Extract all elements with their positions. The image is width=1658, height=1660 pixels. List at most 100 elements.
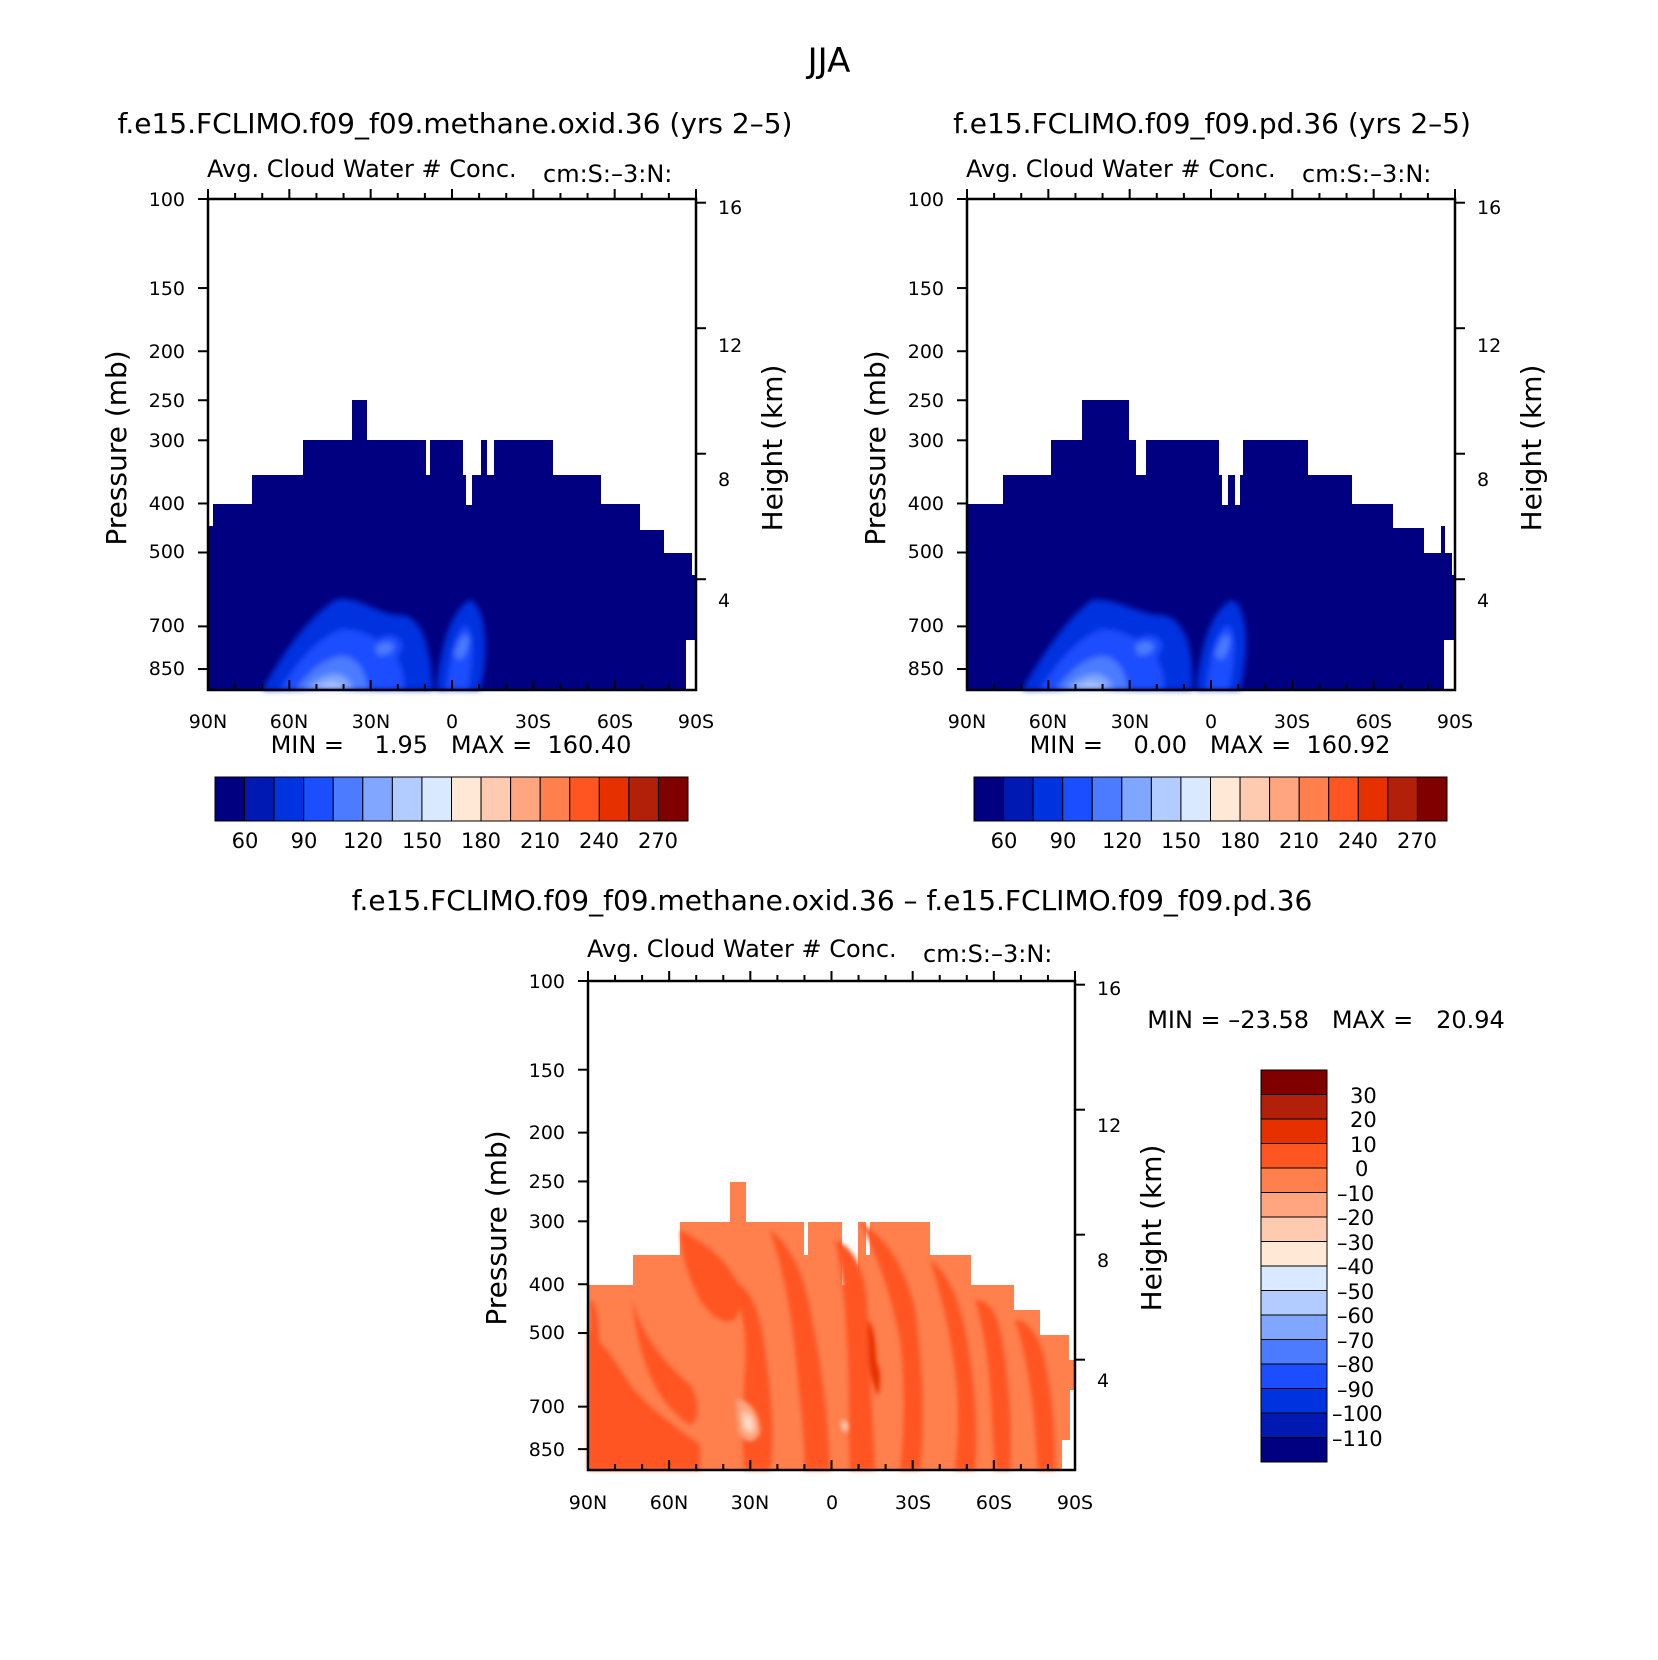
panel-1-y-tick-label: 200 <box>149 341 185 363</box>
colorbar-box <box>1121 776 1152 822</box>
panel-1-y-tick-label: 150 <box>149 278 185 300</box>
panel-1-left-ticks <box>198 198 208 671</box>
figure-title: JJA <box>806 41 851 81</box>
panel-2-colorbar-label: 210 <box>1279 829 1319 853</box>
panel-2-annotation: cm:S:–3:N: <box>1302 160 1431 188</box>
colorbar-box <box>1062 776 1093 822</box>
panel-2-stats: MIN = 0.00 MAX = 160.92 <box>1030 731 1391 759</box>
panel-3-subtitle: Avg. Cloud Water # Conc. <box>587 935 897 963</box>
panel-1-colorbar-label: 210 <box>520 829 560 853</box>
colorbar-box <box>1260 1118 1328 1144</box>
colorbar-box <box>1260 1094 1328 1120</box>
panel-2-x-tick-label: 90S <box>1437 711 1473 733</box>
panel-1-y-axis-label: Pressure (mb) <box>100 350 133 545</box>
panel-3-right-tick-label: 4 <box>1097 1370 1109 1392</box>
colorbar-box <box>1260 1192 1328 1218</box>
panel-2-y-tick-label: 100 <box>908 189 944 211</box>
panel-3-colorbar-label: –100 <box>1332 1402 1383 1426</box>
colorbar-box <box>539 776 571 822</box>
panel-3-colorbar-label: –30 <box>1337 1231 1374 1255</box>
colorbar-box <box>480 776 512 822</box>
panel-3-right-tick-label: 8 <box>1097 1250 1109 1272</box>
panel-2-colorbar-label: 150 <box>1161 829 1201 853</box>
colorbar-box <box>1260 1412 1328 1438</box>
colorbar-box <box>1357 776 1389 822</box>
panel-3-stats: MIN = –23.58 MAX = 20.94 <box>1147 1006 1505 1034</box>
panel-2-title: f.e15.FCLIMO.f09_f09.pd.36 (yrs 2–5) <box>953 107 1471 140</box>
panel-3-x-tick-label: 0 <box>826 1492 838 1514</box>
colorbar-box <box>1150 776 1182 822</box>
panel-1-right-tick-label: 12 <box>718 335 742 357</box>
panel-2: f.e15.FCLIMO.f09_f09.pd.36 (yrs 2–5) Avg… <box>859 107 1548 853</box>
panel-2-right-tick-label: 4 <box>1477 590 1489 612</box>
panel-1-x-tick-label: 0 <box>446 711 458 733</box>
panel-2-subtitle: Avg. Cloud Water # Conc. <box>966 155 1276 183</box>
panel-3-y-tick-label: 100 <box>529 971 565 993</box>
panel-2-colorbar-label: 180 <box>1220 829 1260 853</box>
panel-2-colorbar-label: 270 <box>1397 829 1437 853</box>
panel-1-right-tick-label: 4 <box>718 590 730 612</box>
panel-1-colorbar-label: 180 <box>461 829 501 853</box>
panel-3-x-ticks <box>587 971 1076 1470</box>
colorbar-box <box>1260 1069 1328 1095</box>
panel-3-x-tick-label: 60S <box>976 1492 1012 1514</box>
colorbar-box <box>628 776 659 822</box>
colorbar-box <box>510 776 541 822</box>
panel-3-right-tick-label: 12 <box>1097 1115 1121 1137</box>
panel-1-x-tick-label: 90N <box>189 711 227 733</box>
panel-2-low-value-blobs <box>1022 599 1246 690</box>
panel-1-y-tick-label: 100 <box>149 189 185 211</box>
colorbar-box <box>1328 776 1359 822</box>
panel-3-annotation: cm:S:–3:N: <box>923 940 1052 968</box>
panel-3-right-tick-label: 16 <box>1097 978 1121 1000</box>
colorbar-box <box>1260 1143 1328 1169</box>
panel-3-colorbar-label: –90 <box>1337 1378 1374 1402</box>
colorbar-box <box>273 776 305 822</box>
colorbar-box <box>973 776 1005 822</box>
panel-3-colorbar-label: –60 <box>1337 1304 1374 1328</box>
panel-2-right-ticks <box>1455 201 1465 581</box>
colorbar-box <box>1260 1314 1328 1340</box>
panel-2-x-tick-label: 30N <box>1111 711 1149 733</box>
panel-2-y-tick-label: 250 <box>908 390 944 412</box>
panel-2-y-tick-label: 400 <box>908 493 944 515</box>
panel-1-colorbar-label: 120 <box>343 829 383 853</box>
panel-1-colorbar-label: 150 <box>402 829 442 853</box>
panel-2-y-tick-label: 200 <box>908 341 944 363</box>
colorbar-box <box>1416 776 1448 822</box>
panel-3-colorbar-label: 30 <box>1350 1084 1377 1108</box>
panel-2-y-tick-label: 150 <box>908 278 944 300</box>
panel-2-colorbar-label: 60 <box>991 829 1018 853</box>
panel-3-y-tick-label: 500 <box>529 1322 565 1344</box>
panel-2-right-tick-label: 8 <box>1477 469 1489 491</box>
panel-2-x-tick-label: 90N <box>948 711 986 733</box>
panel-3-x-tick-label: 60N <box>650 1492 688 1514</box>
colorbar-box <box>1239 776 1271 822</box>
panel-1-stats: MIN = 1.95 MAX = 160.40 <box>271 731 632 759</box>
panel-1-annotation: cm:S:–3:N: <box>543 160 672 188</box>
panel-2-right-axis-label: Height (km) <box>1515 365 1548 532</box>
colorbar-box <box>391 776 423 822</box>
panel-2-x-ticks <box>966 189 1456 690</box>
panel-2-y-tick-label: 700 <box>908 615 944 637</box>
panel-1-x-ticks <box>207 189 697 690</box>
panel-3-colorbar-label: 0 <box>1355 1157 1368 1181</box>
panel-3-positive-streaks <box>588 1222 1055 1470</box>
panel-3-title: f.e15.FCLIMO.f09_f09.methane.oxid.36 – f… <box>352 884 1313 917</box>
panel-1-x-tick-label: 90S <box>678 711 714 733</box>
panel-2-y-axis-label: Pressure (mb) <box>859 350 892 545</box>
colorbar-box <box>362 776 393 822</box>
colorbar-box <box>332 776 364 822</box>
panel-3-x-tick-label: 90S <box>1057 1492 1093 1514</box>
colorbar-box <box>1180 776 1211 822</box>
panel-3-colorbar-label: 10 <box>1350 1133 1377 1157</box>
colorbar-box <box>214 776 246 822</box>
colorbar-box <box>1260 1167 1328 1193</box>
colorbar-box <box>1091 776 1123 822</box>
panel-3-colorbar-label: –10 <box>1337 1182 1374 1206</box>
colorbar-box <box>244 776 275 822</box>
panel-3-colorbar-label: –50 <box>1337 1280 1374 1304</box>
panel-3-x-tick-label: 90N <box>569 1492 607 1514</box>
panel-2-colorbar-label: 240 <box>1338 829 1378 853</box>
panel-3-y-tick-label: 850 <box>529 1439 565 1461</box>
